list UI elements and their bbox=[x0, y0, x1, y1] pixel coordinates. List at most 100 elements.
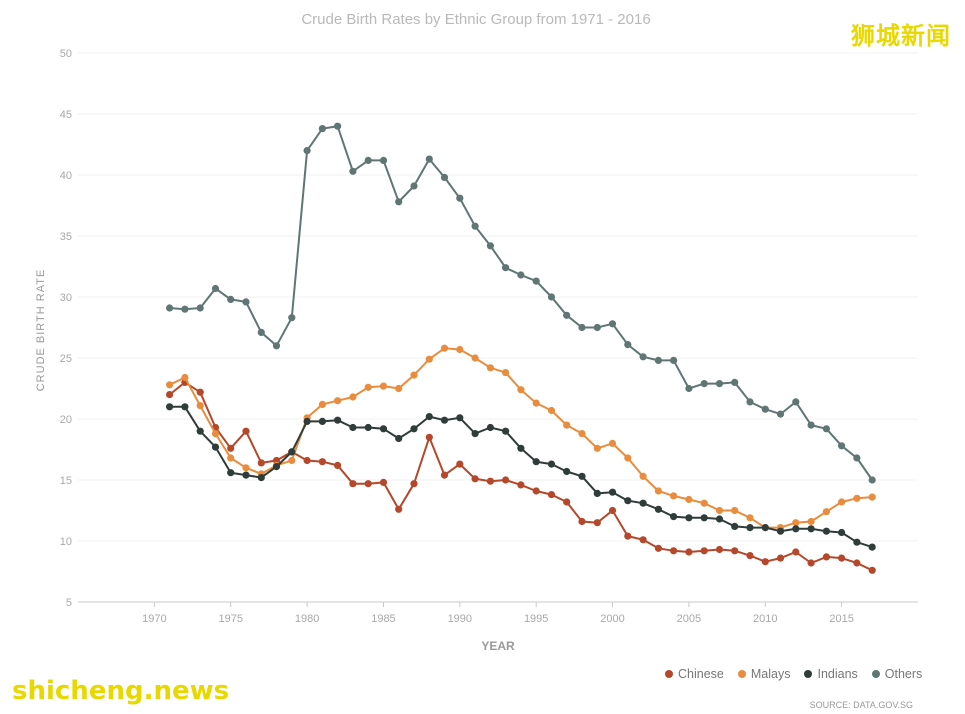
watermark-site-logo: shicheng.news bbox=[12, 676, 230, 706]
point-others-2005 bbox=[685, 384, 693, 393]
point-chinese-1986 bbox=[395, 505, 403, 513]
point-indians-2008 bbox=[731, 522, 739, 531]
point-malays-1979 bbox=[288, 456, 296, 465]
point-indians-1976 bbox=[242, 471, 250, 479]
point-others-1992 bbox=[486, 242, 494, 250]
point-indians-1979 bbox=[288, 448, 296, 456]
point-indians-1971 bbox=[166, 403, 174, 411]
point-chinese-1995 bbox=[532, 487, 540, 495]
series-group bbox=[166, 122, 876, 574]
y-tick-label: 25 bbox=[60, 353, 72, 365]
point-malays-1990 bbox=[456, 345, 464, 354]
point-chinese-1980 bbox=[303, 456, 311, 465]
point-others-1972 bbox=[181, 305, 189, 313]
point-indians-1982 bbox=[334, 416, 342, 424]
x-tick-label: 2005 bbox=[677, 613, 701, 625]
point-malays-2012 bbox=[792, 519, 800, 527]
point-chinese-2012 bbox=[792, 548, 800, 556]
point-malays-1991 bbox=[471, 354, 479, 362]
point-malays-1993 bbox=[502, 369, 510, 377]
legend-item-others: Others bbox=[871, 667, 923, 681]
point-malays-1975 bbox=[227, 454, 235, 462]
point-chinese-1984 bbox=[364, 480, 372, 488]
point-chinese-2003 bbox=[654, 544, 663, 552]
point-chinese-2004 bbox=[670, 547, 678, 555]
point-malays-1992 bbox=[486, 364, 494, 372]
point-chinese-2001 bbox=[624, 532, 632, 540]
series-line-malays bbox=[169, 347, 873, 529]
point-chinese-1982 bbox=[334, 461, 342, 469]
point-indians-1974 bbox=[211, 443, 220, 451]
point-chinese-1973 bbox=[196, 388, 204, 396]
point-malays-2002 bbox=[639, 472, 647, 480]
point-others-1979 bbox=[288, 314, 296, 322]
x-tick-label: 1975 bbox=[218, 613, 242, 625]
point-chinese-1991 bbox=[471, 475, 479, 483]
point-indians-1975 bbox=[227, 469, 235, 477]
point-indians-1978 bbox=[272, 463, 281, 471]
point-others-1973 bbox=[196, 304, 204, 312]
point-indians-2003 bbox=[654, 505, 663, 513]
point-others-2012 bbox=[792, 398, 800, 406]
point-others-1982 bbox=[334, 122, 342, 130]
series-line-others bbox=[169, 125, 874, 481]
point-malays-2014 bbox=[822, 508, 831, 516]
point-others-1980 bbox=[303, 147, 311, 155]
point-chinese-1987 bbox=[410, 480, 418, 488]
point-indians-2013 bbox=[807, 525, 815, 533]
legend-label-others: Others bbox=[884, 667, 923, 681]
point-indians-1983 bbox=[349, 423, 357, 432]
point-indians-1977 bbox=[257, 474, 265, 482]
point-chinese-2016 bbox=[853, 559, 861, 567]
point-indians-1980 bbox=[303, 417, 311, 425]
point-chinese-1990 bbox=[456, 460, 464, 468]
point-indians-1990 bbox=[456, 414, 464, 422]
x-tick-label: 1995 bbox=[524, 613, 548, 625]
point-malays-1986 bbox=[395, 384, 403, 393]
point-chinese-2000 bbox=[608, 506, 617, 515]
point-others-1974 bbox=[211, 284, 220, 293]
point-malays-1988 bbox=[425, 355, 433, 363]
y-tick-label: 10 bbox=[60, 536, 72, 548]
x-tick-label: 1980 bbox=[295, 613, 319, 625]
legend-item-indians: Indians bbox=[804, 667, 858, 681]
point-chinese-2009 bbox=[746, 552, 754, 560]
point-indians-1985 bbox=[379, 425, 388, 433]
x-tick-label: 1985 bbox=[371, 613, 395, 625]
point-malays-1984 bbox=[364, 383, 372, 391]
point-malays-2015 bbox=[838, 498, 846, 506]
point-indians-2011 bbox=[776, 527, 785, 535]
point-indians-2005 bbox=[685, 514, 693, 522]
point-indians-2012 bbox=[792, 525, 800, 533]
point-malays-1974 bbox=[211, 430, 220, 438]
point-others-1998 bbox=[578, 323, 586, 332]
point-chinese-1994 bbox=[517, 481, 525, 489]
legend-label-indians: Indians bbox=[817, 667, 858, 681]
point-malays-2000 bbox=[608, 439, 617, 447]
point-indians-1992 bbox=[486, 423, 494, 432]
point-chinese-2017 bbox=[868, 566, 876, 574]
point-indians-2009 bbox=[746, 524, 754, 532]
point-others-1977 bbox=[257, 328, 265, 336]
point-indians-2010 bbox=[761, 524, 769, 532]
legend-label-chinese: Chinese bbox=[678, 667, 724, 681]
point-indians-1986 bbox=[395, 434, 403, 443]
point-indians-1993 bbox=[502, 427, 510, 435]
point-malays-2005 bbox=[685, 495, 693, 504]
y-tick-label: 20 bbox=[60, 414, 72, 426]
x-tick-label: 1970 bbox=[142, 613, 166, 625]
point-others-1996 bbox=[547, 293, 556, 301]
x-tick-label: 2000 bbox=[600, 613, 624, 625]
y-tick-label: 30 bbox=[60, 292, 72, 304]
point-indians-1996 bbox=[547, 460, 556, 468]
point-malays-1994 bbox=[517, 386, 525, 394]
point-chinese-1998 bbox=[578, 517, 586, 526]
point-others-1991 bbox=[471, 222, 479, 230]
point-chinese-2002 bbox=[639, 536, 647, 544]
point-chinese-2011 bbox=[776, 554, 785, 562]
point-others-2000 bbox=[608, 320, 617, 328]
point-others-1981 bbox=[318, 125, 326, 133]
legend-marker-chinese bbox=[665, 670, 673, 678]
point-others-1985 bbox=[379, 156, 388, 164]
axes: 5 10 15 20 25 30 35 40 45 50 1970 1975 1980 1985 1990 1… bbox=[60, 48, 918, 625]
